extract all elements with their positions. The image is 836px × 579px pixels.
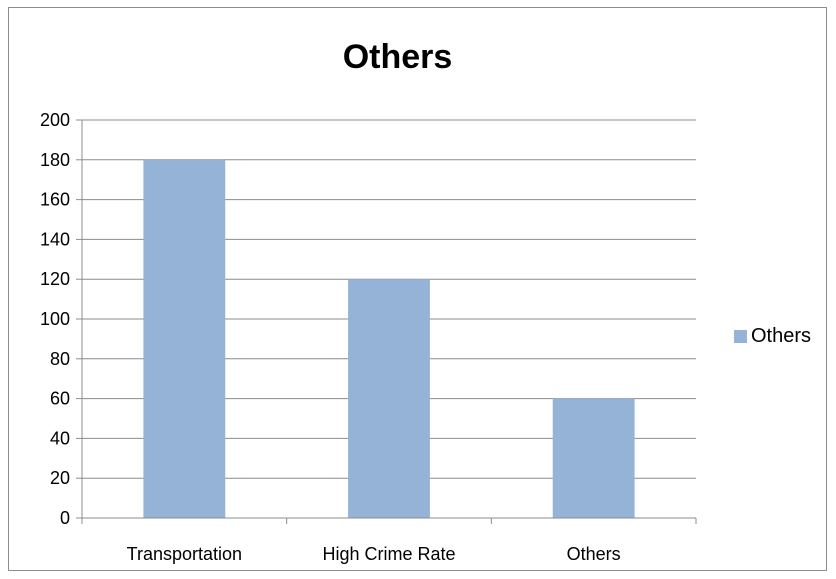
y-tick-label: 140	[40, 229, 70, 249]
legend-swatch	[734, 330, 747, 343]
y-tick-label: 160	[40, 190, 70, 210]
y-tick-label: 180	[40, 150, 70, 170]
y-tick-label: 20	[50, 468, 70, 488]
chart-title: Others	[342, 38, 453, 76]
bar	[552, 398, 635, 518]
y-tick-label: 120	[40, 269, 70, 289]
y-tick-label: 60	[50, 389, 70, 409]
y-tick-label: 0	[60, 508, 70, 528]
bar	[348, 279, 430, 518]
x-tick-label: Transportation	[127, 544, 242, 564]
y-tick-label: 200	[40, 110, 70, 130]
bar	[143, 159, 226, 519]
legend: Others	[734, 325, 811, 348]
y-tick-label: 40	[50, 428, 70, 448]
y-tick-label: 100	[40, 309, 70, 329]
x-tick-label: High Crime Rate	[322, 544, 455, 564]
x-tick-label: Others	[567, 544, 621, 564]
legend-label: Others	[751, 325, 812, 347]
y-tick-label: 80	[50, 349, 70, 369]
